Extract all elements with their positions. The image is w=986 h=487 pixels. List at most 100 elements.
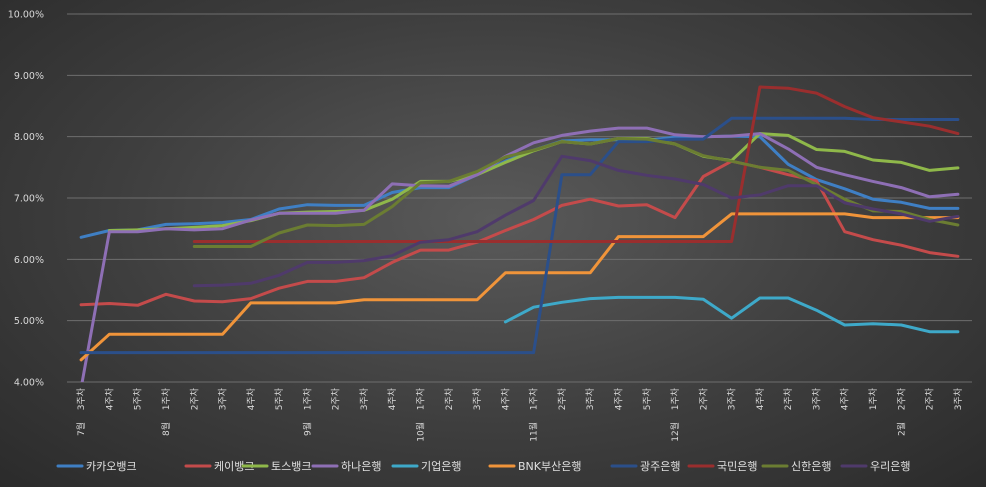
x-tick-week: 3주차 (726, 387, 738, 410)
x-tick-label: 2주차 (924, 387, 936, 410)
x-tick-label: 4주차 (499, 387, 511, 410)
x-tick-week: 2주차 (443, 387, 455, 410)
x-tick-month: 9월 (301, 422, 313, 436)
x-tick-label: 4주차 (245, 387, 257, 410)
x-tick-label: 5주차 (132, 387, 144, 410)
x-tick-week: 4주차 (245, 387, 257, 410)
legend-label: 토스뱅크 (271, 460, 311, 473)
x-tick-week: 2주차 (188, 387, 200, 410)
x-tick-week: 3주차 (217, 387, 229, 410)
series-line-5 (79, 212, 960, 362)
x-tick-label: 5주차 (641, 387, 653, 410)
y-tick-label: 8.00% (14, 132, 44, 143)
series-line-9 (192, 154, 960, 288)
x-tick-label: 2주차 (556, 387, 568, 410)
series-line-7 (192, 85, 960, 243)
series-line-6 (79, 116, 960, 355)
x-tick-label: 2주차 (330, 387, 342, 410)
x-tick-week: 4주차 (754, 387, 766, 410)
x-tick-label: 4주차 (612, 387, 624, 410)
x-tick-label: 5주차 (273, 387, 285, 410)
x-tick-label: 2주차 (443, 387, 455, 410)
x-tick-month: 10월 (415, 422, 427, 442)
x-tick-week: 3주차 (358, 387, 370, 410)
x-tick-week: 3주차 (584, 387, 596, 410)
legend-label: 신한은행 (791, 460, 831, 473)
series-line-1 (79, 159, 960, 307)
x-tick-label: 3주차 7월 (75, 387, 87, 436)
y-axis-tick-labels: 4.00% 5.00% 6.00% 7.00% 8.00% 9.00% 10.00% (8, 10, 44, 389)
x-tick-month: 11월 (528, 422, 540, 442)
x-tick-label: 1주차 11월 (528, 387, 540, 441)
x-tick-label: 2주차 2월 (895, 387, 907, 436)
legend-label: 국민은행 (717, 460, 757, 473)
series-line-4 (503, 295, 960, 334)
legend-label: 케이뱅크 (214, 460, 254, 473)
legend-label: 카카오뱅크 (86, 460, 137, 473)
x-tick-month: 8월 (160, 422, 172, 436)
x-tick-week: 5주차 (132, 387, 144, 410)
x-axis: 3주차 7월 4주차 5주차 1주차 8월 2주차 3주차 4주차 5주차 1주차 9월 2주차 3주차 4… (75, 387, 964, 441)
x-tick-label: 2주차 (782, 387, 794, 410)
legend-label: BNK부산은행 (518, 460, 581, 473)
x-tick-month: 2월 (895, 422, 907, 436)
x-tick-week: 2주차 (330, 387, 342, 410)
gridlines (67, 13, 972, 383)
x-tick-label: 2주차 (697, 387, 709, 410)
x-tick-week: 1주차 (867, 387, 879, 410)
x-tick-week: 3주차 (75, 387, 87, 410)
x-tick-week: 4주차 (386, 387, 398, 410)
x-tick-week: 4주차 (103, 387, 115, 410)
x-tick-week: 1주차 (669, 387, 681, 410)
legend-label: 광주은행 (640, 460, 680, 473)
x-tick-month: 7월 (75, 422, 87, 436)
x-tick-label: 2주차 (188, 387, 200, 410)
y-tick-label: 6.00% (14, 255, 44, 266)
x-tick-week: 1주차 (160, 387, 172, 410)
y-tick-label: 5.00% (14, 316, 44, 327)
x-tick-week: 2주차 (782, 387, 794, 410)
x-tick-label: 4주차 (386, 387, 398, 410)
legend-label: 우리은행 (870, 460, 910, 473)
x-tick-week: 5주차 (641, 387, 653, 410)
x-tick-week: 2주차 (697, 387, 709, 410)
x-tick-week: 1주차 (301, 387, 313, 410)
x-tick-label: 1주차 10월 (415, 387, 427, 441)
x-tick-label: 3주차 (952, 387, 964, 410)
x-tick-label: 4주차 (103, 387, 115, 410)
x-tick-label: 1주차 9월 (301, 387, 313, 436)
legend-label: 하나은행 (341, 459, 381, 473)
y-tick-label: 10.00% (8, 10, 44, 21)
series-line-3 (80, 126, 960, 382)
x-tick-label: 1주차 8월 (160, 387, 172, 436)
legend: 카카오뱅크 케이뱅크 토스뱅크 하나은행 기업은행 BNK부산은행 광주은행 국민은행 신한은행… (56, 459, 910, 473)
x-tick-week: 4주차 (612, 387, 624, 410)
y-tick-label: 4.00% (14, 378, 44, 389)
series-lines (79, 85, 960, 382)
x-tick-label: 4주차 (754, 387, 766, 410)
series-line-2 (107, 132, 960, 232)
x-tick-week: 3주차 (810, 387, 822, 410)
x-tick-label: 3주차 (810, 387, 822, 410)
x-tick-label: 1주차 (867, 387, 879, 410)
x-tick-week: 3주차 (952, 387, 964, 410)
x-tick-label: 3주차 (726, 387, 738, 410)
y-tick-label: 7.00% (14, 194, 44, 205)
legend-label: 기업은행 (421, 460, 461, 473)
series-line-8 (192, 137, 960, 248)
x-tick-label: 1주차 12월 (669, 387, 681, 441)
x-tick-week: 3주차 (471, 387, 483, 410)
x-tick-week: 4주차 (499, 387, 511, 410)
x-tick-month: 12월 (669, 422, 681, 442)
x-tick-week: 5주차 (273, 387, 285, 410)
x-tick-week: 1주차 (415, 387, 427, 410)
x-tick-label: 3주차 (217, 387, 229, 410)
x-tick-label: 3주차 (358, 387, 370, 410)
x-tick-week: 2주차 (924, 387, 936, 410)
y-tick-label: 9.00% (14, 71, 44, 82)
x-tick-week: 2주차 (556, 387, 568, 410)
x-tick-week: 4주차 (839, 387, 851, 410)
x-tick-week: 2주차 (895, 387, 907, 410)
x-tick-week: 1주차 (528, 387, 540, 410)
